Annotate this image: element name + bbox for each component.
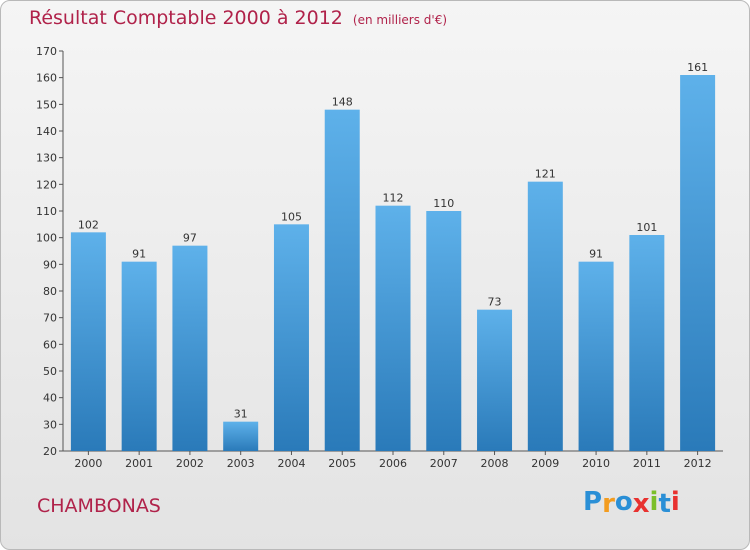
x-tick-label-2007: 2007 — [430, 457, 458, 470]
commune-name: CHAMBONAS — [37, 495, 161, 517]
logo-letter: o — [614, 487, 633, 517]
x-tick-label-2002: 2002 — [176, 457, 204, 470]
title-text: Résultat Comptable 2000 à 2012 — [29, 7, 343, 29]
y-tick-label: 140 — [36, 125, 57, 138]
value-label-2006: 112 — [383, 192, 404, 205]
x-tick-label-2004: 2004 — [277, 457, 305, 470]
bar-2007 — [426, 211, 462, 451]
x-tick-label-2011: 2011 — [633, 457, 661, 470]
bar-2004 — [273, 224, 309, 451]
y-tick-label: 50 — [43, 365, 57, 378]
x-tick-label-2006: 2006 — [379, 457, 407, 470]
y-tick-label: 160 — [36, 72, 57, 85]
bar-2009 — [527, 181, 563, 451]
logo-letter: t — [658, 489, 671, 519]
value-label-2003: 31 — [234, 408, 248, 421]
x-tick-label-2012: 2012 — [684, 457, 712, 470]
value-label-2008: 73 — [488, 296, 502, 309]
x-tick-label-2003: 2003 — [227, 457, 255, 470]
value-label-2009: 121 — [535, 168, 556, 181]
x-tick-label-2005: 2005 — [328, 457, 356, 470]
bar-2000 — [70, 232, 106, 451]
y-tick-label: 150 — [36, 98, 57, 111]
value-label-2010: 91 — [589, 248, 603, 261]
x-tick-label-2009: 2009 — [531, 457, 559, 470]
bar-2002 — [172, 245, 208, 451]
logo-letter: i — [649, 487, 659, 517]
value-label-2004: 105 — [281, 210, 302, 223]
value-label-2002: 97 — [183, 232, 197, 245]
value-label-2005: 148 — [332, 96, 353, 109]
bar-2011 — [629, 235, 665, 451]
bar-2005 — [324, 109, 360, 452]
value-label-2001: 91 — [132, 248, 146, 261]
x-tick-label-2008: 2008 — [481, 457, 509, 470]
bar-2008 — [477, 309, 513, 451]
bar-2012 — [680, 75, 716, 451]
logo-letter: i — [670, 487, 680, 517]
value-label-2011: 101 — [636, 221, 657, 234]
y-tick-label: 90 — [43, 258, 57, 271]
bar-2003 — [223, 421, 259, 451]
logo-letter: x — [632, 489, 650, 519]
logo-letter: P — [583, 487, 603, 517]
x-tick-label-2000: 2000 — [74, 457, 102, 470]
value-label-2007: 110 — [433, 197, 454, 210]
chart-subtitle: (en milliers d'€) — [352, 13, 448, 27]
y-tick-label: 170 — [36, 45, 57, 58]
y-tick-label: 30 — [43, 418, 57, 431]
y-tick-label: 70 — [43, 312, 57, 325]
y-tick-label: 20 — [43, 445, 57, 458]
y-tick-label: 80 — [43, 285, 57, 298]
value-label-2000: 102 — [78, 218, 99, 231]
x-tick-label-2010: 2010 — [582, 457, 610, 470]
y-tick-label: 130 — [36, 152, 57, 165]
bar-2010 — [578, 261, 614, 451]
proxiti-logo: Proxiti — [583, 487, 680, 519]
y-tick-label: 120 — [36, 178, 57, 191]
value-label-2012: 161 — [687, 61, 708, 74]
bar-2001 — [121, 261, 157, 451]
y-tick-label: 40 — [43, 392, 57, 405]
y-tick-label: 60 — [43, 338, 57, 351]
chart-title: Résultat Comptable 2000 à 2012 (en millie… — [29, 7, 447, 29]
logo-letter: r — [602, 489, 615, 519]
y-tick-label: 100 — [36, 232, 57, 245]
x-tick-label-2001: 2001 — [125, 457, 153, 470]
bar-2006 — [375, 205, 411, 451]
y-tick-label: 110 — [36, 205, 57, 218]
